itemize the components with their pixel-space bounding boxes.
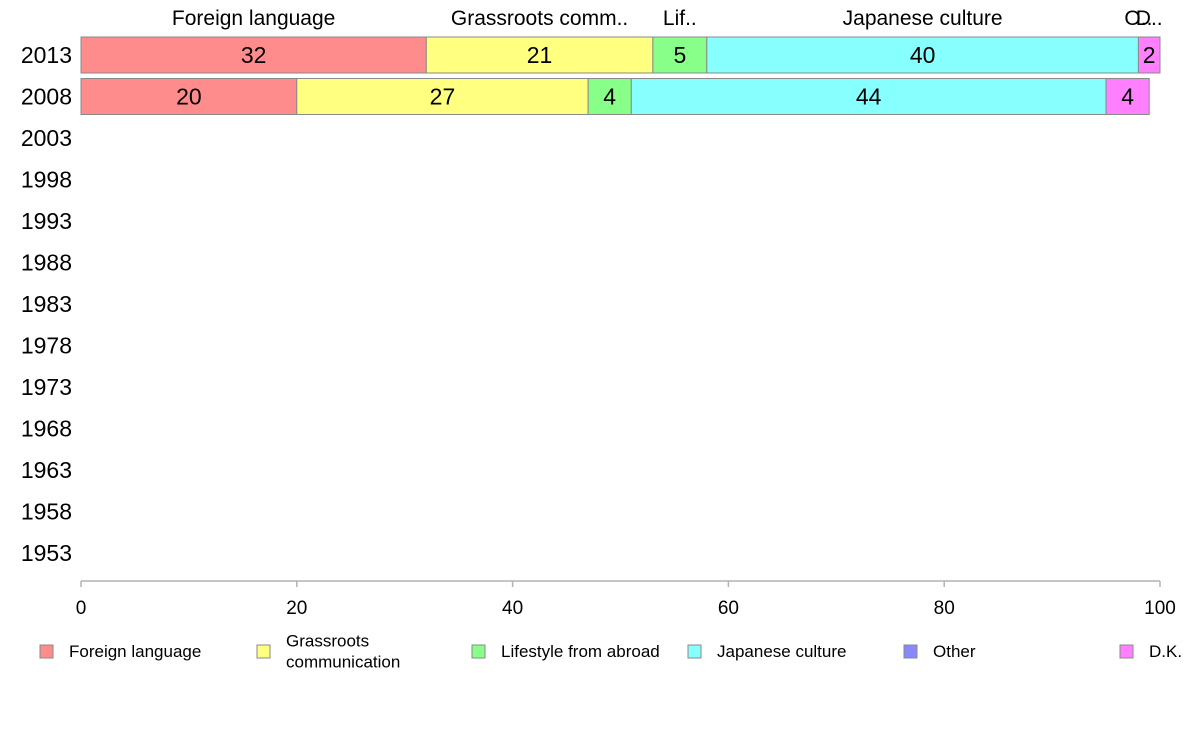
year-label-1978: 1978 (21, 333, 72, 359)
legend-label-3: Japanese culture (717, 642, 846, 661)
x-tick-label-100: 100 (1144, 598, 1176, 619)
legend-swatch-5 (1119, 644, 1134, 659)
value-label-2008-5: 4 (1121, 84, 1134, 110)
bar-segment-2013-1 (425, 36, 654, 74)
legend-swatch-2 (471, 644, 486, 659)
year-label-1953: 1953 (21, 540, 72, 566)
legend: Foreign language Grassroots communication L… (39, 632, 1182, 672)
year-label-2013: 2013 (21, 42, 72, 68)
bar-segment-2008-1 (296, 78, 589, 115)
year-label-1993: 1993 (21, 208, 72, 234)
header-label-2: Lif.. (663, 7, 697, 30)
legend-label-2: Lifestyle from abroad (501, 642, 660, 661)
value-label-2013-3: 40 (910, 42, 936, 68)
x-tick-label-80: 80 (934, 598, 955, 619)
year-label-2003: 2003 (21, 125, 72, 151)
value-label-2013-1: 21 (527, 42, 553, 68)
x-tick-label-20: 20 (286, 598, 307, 619)
header-label-0: Foreign language (172, 7, 335, 30)
bar-segment-2008-3 (630, 78, 1107, 115)
x-tick-label-40: 40 (502, 598, 523, 619)
legend-label-1: Grassroots communication (286, 632, 400, 672)
header-label-4: O.. (1124, 7, 1152, 30)
year-label-1958: 1958 (21, 499, 72, 525)
bar-segment-2013-5 (1137, 36, 1161, 74)
value-label-2008-3: 44 (856, 84, 882, 110)
value-label-2013-0: 32 (241, 42, 267, 68)
value-label-2013-5: 2 (1143, 42, 1156, 68)
legend-label-0: Foreign language (69, 642, 201, 661)
bar-segment-2008-5 (1105, 78, 1150, 115)
year-label-2008: 2008 (21, 84, 72, 110)
year-label-1963: 1963 (21, 457, 72, 483)
legend-swatch-1 (256, 644, 271, 659)
year-label-1988: 1988 (21, 250, 72, 276)
header-label-1: Grassroots comm.. (451, 7, 628, 30)
x-tick-label-60: 60 (718, 598, 739, 619)
year-label-1983: 1983 (21, 291, 72, 317)
header-label-3: Japanese culture (843, 7, 1003, 30)
bar-segment-2008-2 (587, 78, 632, 115)
value-label-2008-0: 20 (176, 84, 202, 110)
year-axis-labels: 2013 2008 2003 1998 1993 1988 1983 1978 1973 1968… (21, 42, 72, 566)
bars-group: 32 21 5 40 220 27 4 44 4 (80, 36, 1161, 115)
value-label-2008-2: 4 (603, 84, 616, 110)
legend-swatch-4 (903, 644, 918, 659)
legend-label-4: Other (933, 642, 976, 661)
year-label-1973: 1973 (21, 374, 72, 400)
year-label-1968: 1968 (21, 416, 72, 442)
legend-swatch-0 (39, 644, 54, 659)
x-axis: 0 20 40 60 80 100 (76, 580, 1176, 619)
value-label-2013-2: 5 (673, 42, 686, 68)
value-label-2008-1: 27 (430, 84, 456, 110)
bar-segment-2008-0 (80, 78, 298, 115)
x-tick-label-0: 0 (76, 598, 87, 619)
legend-label-5: D.K. (1149, 642, 1182, 661)
category-header-labels: Foreign language Grassroots comm.. Lif.. Ja… (172, 7, 1163, 30)
header-label-5: D.. (1136, 7, 1163, 30)
year-label-1998: 1998 (21, 167, 72, 193)
legend-swatch-3 (687, 644, 702, 659)
